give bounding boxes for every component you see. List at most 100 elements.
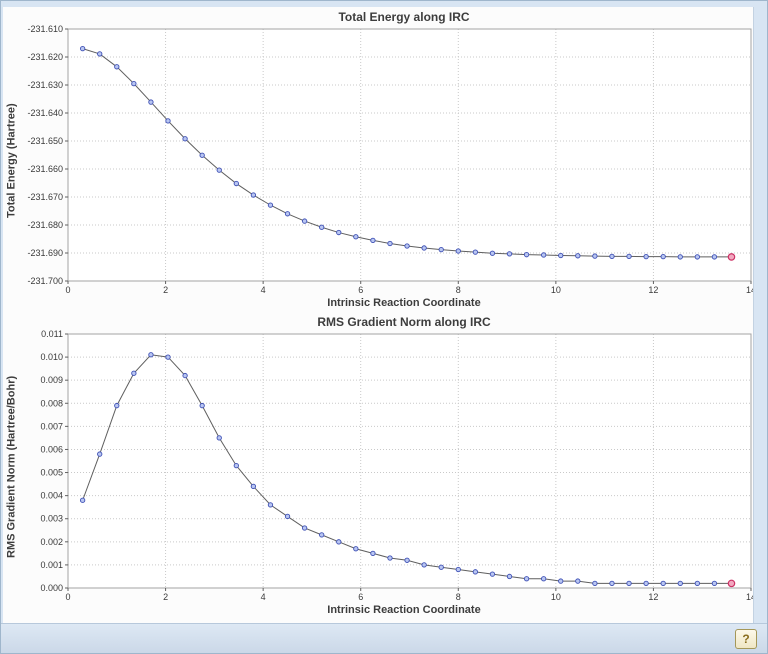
data-point[interactable] xyxy=(626,580,632,587)
data-point[interactable] xyxy=(284,211,291,217)
y-tick-label: -231.610 xyxy=(27,25,63,34)
data-point[interactable] xyxy=(267,202,274,208)
data-point[interactable] xyxy=(267,502,274,508)
data-point[interactable] xyxy=(182,372,188,379)
data-point[interactable] xyxy=(660,253,666,260)
y-tick-label: 0.010 xyxy=(40,352,63,362)
data-point[interactable] xyxy=(575,253,581,259)
data-point[interactable] xyxy=(182,136,188,142)
x-tick-label: 4 xyxy=(261,592,266,602)
data-point[interactable] xyxy=(319,224,325,230)
data-point[interactable] xyxy=(421,245,427,251)
data-point[interactable] xyxy=(301,218,308,224)
data-point[interactable] xyxy=(506,251,513,257)
data-point[interactable] xyxy=(489,571,496,577)
data-point[interactable] xyxy=(404,557,410,563)
data-point[interactable] xyxy=(711,254,718,260)
data-point[interactable] xyxy=(541,252,547,258)
data-point[interactable] xyxy=(387,240,393,247)
final-data-point[interactable] xyxy=(727,253,736,261)
data-point[interactable] xyxy=(131,80,137,87)
data-point[interactable] xyxy=(609,253,615,260)
data-point[interactable] xyxy=(592,580,598,587)
data-point[interactable] xyxy=(455,566,461,573)
data-point[interactable] xyxy=(711,580,718,587)
data-point[interactable] xyxy=(455,248,461,254)
data-point[interactable] xyxy=(165,118,171,124)
energy-chart-body: Total Energy (Hartree) 0 2 4 6 8 10 12 14 -231.7… xyxy=(3,25,754,297)
data-point[interactable] xyxy=(523,576,530,582)
y-tick-label: -231.650 xyxy=(27,136,63,146)
data-point[interactable] xyxy=(370,237,376,244)
data-point[interactable] xyxy=(148,352,154,358)
data-point[interactable] xyxy=(336,229,342,236)
data-point[interactable] xyxy=(216,435,222,441)
data-point[interactable] xyxy=(148,99,154,105)
data-point[interactable] xyxy=(353,234,359,240)
data-point[interactable] xyxy=(199,152,205,158)
data-point[interactable] xyxy=(643,580,649,587)
plot-border xyxy=(67,28,752,282)
data-point[interactable] xyxy=(353,546,359,552)
data-point[interactable] xyxy=(677,254,683,260)
gradient-plot-canvas[interactable]: 0 2 4 6 8 10 12 14 0.000 0.001 0.002 0.003 0.004 0.00… xyxy=(20,330,753,604)
data-point[interactable] xyxy=(284,513,291,520)
data-point[interactable] xyxy=(233,462,239,469)
data-point[interactable] xyxy=(97,51,103,57)
y-tick-label: -231.700 xyxy=(27,276,63,286)
y-tick-label: 0.007 xyxy=(40,421,63,431)
data-point[interactable] xyxy=(438,564,444,570)
data-point[interactable] xyxy=(199,402,205,409)
data-point[interactable] xyxy=(541,576,547,582)
data-point[interactable] xyxy=(97,451,103,457)
data-point[interactable] xyxy=(370,550,376,557)
x-tick-label: 6 xyxy=(358,592,363,602)
x-tick-label: 14 xyxy=(746,592,753,602)
gradient-y-axis-label: RMS Gradient Norm (Hartree/Bohr) xyxy=(5,375,18,559)
final-data-point[interactable] xyxy=(727,579,736,588)
data-point[interactable] xyxy=(694,254,700,260)
y-tick-label: 0.001 xyxy=(40,560,63,570)
energy-plot-canvas[interactable]: 0 2 4 6 8 10 12 14 -231.700 -231.690 -231.680 -231.… xyxy=(20,25,753,297)
data-point[interactable] xyxy=(319,532,325,538)
y-tick-label: 0.003 xyxy=(40,514,63,524)
data-point[interactable] xyxy=(421,562,427,568)
data-point[interactable] xyxy=(660,580,666,587)
data-point[interactable] xyxy=(643,253,649,260)
data-point[interactable] xyxy=(472,249,479,255)
data-point[interactable] xyxy=(626,253,632,260)
data-point[interactable] xyxy=(301,525,308,531)
data-point[interactable] xyxy=(677,580,683,587)
x-tick-label: 8 xyxy=(456,285,461,295)
data-point[interactable] xyxy=(489,250,496,256)
data-point[interactable] xyxy=(387,555,393,561)
data-point[interactable] xyxy=(438,246,444,253)
data-point[interactable] xyxy=(694,580,700,587)
data-point[interactable] xyxy=(114,64,120,70)
data-point[interactable] xyxy=(472,569,479,575)
data-point[interactable] xyxy=(575,578,581,584)
x-tick-label: 14 xyxy=(746,285,753,295)
data-point[interactable] xyxy=(609,580,615,587)
data-point[interactable] xyxy=(216,167,222,173)
data-point[interactable] xyxy=(131,370,137,376)
data-point[interactable] xyxy=(79,45,86,52)
data-point[interactable] xyxy=(336,539,342,545)
data-point[interactable] xyxy=(592,253,598,259)
charts-area: Total Energy along IRC Total Energy (Har… xyxy=(3,7,754,623)
data-point[interactable] xyxy=(114,402,120,409)
energy-chart-title: Total Energy along IRC xyxy=(338,10,470,24)
axis-ticks: 0 2 4 6 8 10 12 14 0.000 0.001 0.002 0.003 0.004 0.00… xyxy=(40,330,753,602)
data-point[interactable] xyxy=(404,243,410,249)
data-point[interactable] xyxy=(506,573,513,580)
x-tick-label: 0 xyxy=(65,592,70,602)
data-point[interactable] xyxy=(233,180,239,187)
data-point[interactable] xyxy=(558,252,564,259)
data-point[interactable] xyxy=(79,497,86,503)
data-point[interactable] xyxy=(523,252,530,258)
data-point[interactable] xyxy=(250,192,257,198)
data-point[interactable] xyxy=(165,354,171,360)
data-point[interactable] xyxy=(558,578,564,584)
help-button[interactable]: ? xyxy=(735,629,757,649)
data-point[interactable] xyxy=(250,483,257,490)
